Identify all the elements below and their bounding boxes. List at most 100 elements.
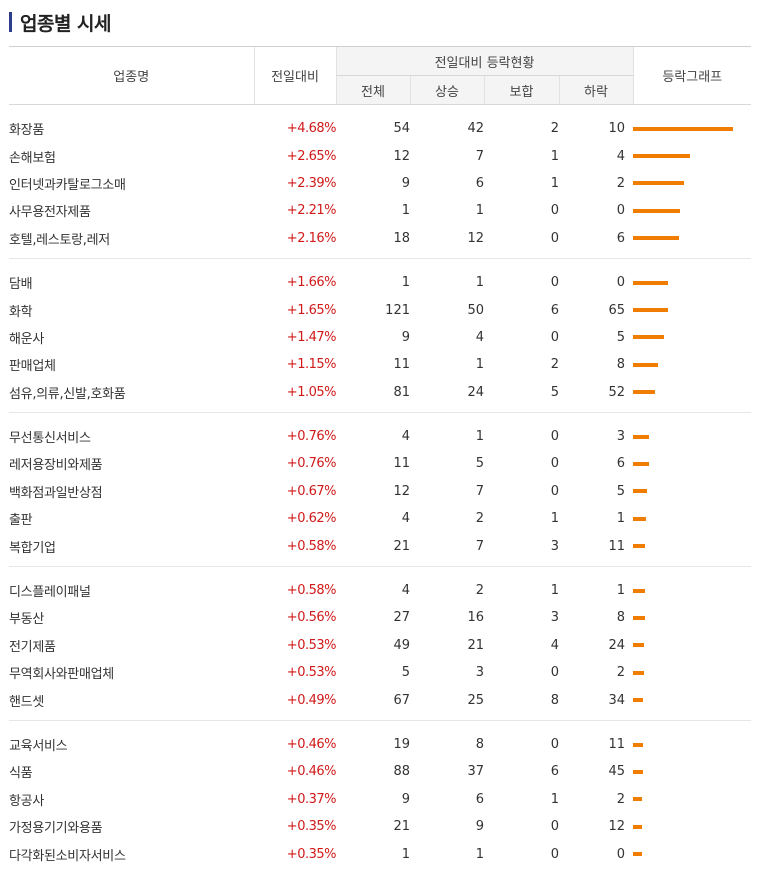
change-rate: +2.39% bbox=[286, 175, 337, 191]
sector-name-link[interactable]: 무역회사와판매업체 bbox=[9, 667, 114, 683]
count-up: 1 bbox=[475, 203, 484, 219]
change-rate: +0.67% bbox=[286, 483, 337, 499]
change-rate: +0.53% bbox=[286, 665, 337, 681]
change-bar bbox=[633, 516, 646, 521]
change-rate: +0.53% bbox=[286, 637, 337, 653]
sector-name-link[interactable]: 전기제품 bbox=[9, 639, 56, 655]
sector-name-link[interactable]: 백화점과일반상점 bbox=[9, 485, 103, 501]
count-down: 45 bbox=[608, 764, 625, 780]
count-up: 1 bbox=[475, 846, 484, 862]
change-rate: +0.46% bbox=[286, 737, 337, 752]
table-row: 핸드셋 +0.49% 67 25 8 34 bbox=[9, 686, 751, 721]
count-up: 6 bbox=[475, 791, 484, 807]
count-down: 0 bbox=[616, 275, 625, 291]
count-down: 1 bbox=[616, 583, 625, 599]
count-down: 12 bbox=[608, 819, 625, 835]
count-total: 11 bbox=[393, 357, 410, 373]
change-graph-cell bbox=[633, 505, 751, 532]
change-rate: +1.15% bbox=[286, 357, 337, 373]
sector-name-link[interactable]: 교육서비스 bbox=[9, 739, 68, 754]
sector-name-link[interactable]: 레저용장비와제품 bbox=[9, 458, 103, 474]
table-row: 화학 +1.65% 121 50 6 65 bbox=[9, 296, 751, 323]
count-total: 9 bbox=[401, 329, 410, 345]
change-graph-cell bbox=[633, 450, 751, 477]
change-rate: +1.65% bbox=[286, 302, 337, 318]
count-total: 67 bbox=[336, 686, 410, 721]
count-up: 24 bbox=[410, 378, 484, 413]
count-up: 6 bbox=[475, 175, 484, 191]
sector-name-link[interactable]: 항공사 bbox=[9, 793, 44, 809]
sector-name-link[interactable]: 무선통신서비스 bbox=[9, 431, 91, 447]
change-bar bbox=[633, 461, 649, 466]
sector-name-link[interactable]: 식품 bbox=[9, 766, 33, 782]
sector-table: 업종명 전일대비 전일대비 등락현황 등락그래프 전체 상승 보합 하락 화장품… bbox=[9, 46, 751, 874]
count-up: 7 bbox=[410, 532, 484, 567]
count-flat: 1 bbox=[550, 791, 559, 807]
sector-name-link[interactable]: 디스플레이패널 bbox=[9, 585, 91, 601]
sector-name-link[interactable]: 화장품 bbox=[9, 123, 44, 139]
count-up: 50 bbox=[467, 302, 484, 318]
change-bar bbox=[633, 181, 684, 186]
count-total: 5 bbox=[401, 665, 410, 681]
count-flat: 0 bbox=[550, 456, 559, 472]
change-rate: +0.56% bbox=[286, 610, 337, 626]
table-row: 부동산 +0.56% 27 16 3 8 bbox=[9, 604, 751, 631]
count-flat: 1 bbox=[550, 175, 559, 191]
count-up: 16 bbox=[467, 610, 484, 626]
col-header-up: 상승 bbox=[409, 75, 484, 105]
count-down: 6 bbox=[559, 224, 633, 259]
sector-name-link[interactable]: 사무용전자제품 bbox=[9, 205, 91, 221]
sector-name-link[interactable]: 해운사 bbox=[9, 331, 44, 347]
table-row: 인터넷과카탈로그소매 +2.39% 9 6 1 2 bbox=[9, 170, 751, 197]
count-flat: 5 bbox=[484, 378, 559, 413]
sector-name-link[interactable]: 호텔,레스토랑,레저 bbox=[9, 224, 254, 259]
count-down: 34 bbox=[559, 686, 633, 721]
sector-name-link[interactable]: 가정용기기와용품 bbox=[9, 821, 103, 837]
sector-name-link[interactable]: 인터넷과카탈로그소매 bbox=[9, 177, 126, 193]
table-row: 손해보험 +2.65% 12 7 1 4 bbox=[9, 142, 751, 169]
count-total: 4 bbox=[401, 511, 410, 527]
count-flat: 3 bbox=[484, 532, 559, 567]
count-flat: 1 bbox=[550, 148, 559, 164]
change-rate: +0.58% bbox=[254, 532, 337, 567]
count-flat: 6 bbox=[550, 302, 559, 318]
count-down: 5 bbox=[616, 483, 625, 499]
sector-name-link[interactable]: 손해보험 bbox=[9, 150, 56, 166]
col-header-down: 하락 bbox=[558, 75, 633, 105]
count-total: 1 bbox=[401, 203, 410, 219]
col-header-graph: 등락그래프 bbox=[632, 46, 751, 105]
table-row: 무역회사와판매업체 +0.53% 5 3 0 2 bbox=[9, 659, 751, 686]
change-bar bbox=[633, 769, 643, 774]
sector-name-link[interactable]: 판매업체 bbox=[9, 359, 56, 375]
sector-name-link[interactable]: 섬유,의류,신발,호화품 bbox=[9, 378, 254, 413]
change-bar bbox=[633, 362, 658, 367]
change-rate: +0.46% bbox=[286, 764, 337, 780]
change-bar bbox=[633, 236, 679, 241]
sector-name-link[interactable]: 담배 bbox=[9, 277, 33, 293]
count-total: 4 bbox=[401, 583, 410, 599]
count-up: 7 bbox=[475, 483, 484, 499]
count-down: 11 bbox=[608, 737, 625, 752]
count-total: 9 bbox=[401, 791, 410, 807]
count-flat: 0 bbox=[550, 483, 559, 499]
sector-name-link[interactable]: 다각화된소비자서비스 bbox=[9, 848, 126, 864]
sector-name-link[interactable]: 화학 bbox=[9, 304, 33, 320]
count-down: 8 bbox=[616, 610, 625, 626]
sector-name-link[interactable]: 핸드셋 bbox=[9, 686, 254, 721]
change-rate: +1.05% bbox=[254, 378, 337, 413]
change-graph-cell bbox=[633, 813, 751, 840]
change-graph-cell bbox=[633, 532, 751, 567]
count-up: 3 bbox=[475, 665, 484, 681]
count-flat: 0 bbox=[550, 429, 559, 445]
sector-name-link[interactable]: 복합기업 bbox=[9, 532, 254, 567]
change-bar bbox=[633, 698, 643, 703]
change-bar bbox=[633, 308, 668, 313]
sector-name-link[interactable]: 출판 bbox=[9, 513, 33, 529]
table-row: 판매업체 +1.15% 11 1 2 8 bbox=[9, 351, 751, 378]
change-rate: +0.37% bbox=[286, 791, 337, 807]
change-graph-cell bbox=[633, 105, 751, 143]
sector-name-link[interactable]: 부동산 bbox=[9, 612, 44, 628]
change-graph-cell bbox=[633, 258, 751, 296]
change-graph-cell bbox=[633, 604, 751, 631]
count-flat: 0 bbox=[550, 819, 559, 835]
